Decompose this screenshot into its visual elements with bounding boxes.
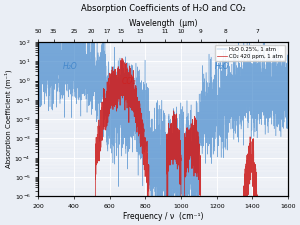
X-axis label: Wavelength  (μm): Wavelength (μm) xyxy=(129,20,197,29)
CO₂ 420 ppm, 1 atm xyxy=(120,57,124,60)
H₂O 0.25%, 1 atm xyxy=(223,83,226,86)
Line: H₂O 0.25%, 1 atm: H₂O 0.25%, 1 atm xyxy=(38,36,288,216)
H₂O 0.25%, 1 atm xyxy=(132,101,136,104)
H₂O 0.25%, 1 atm xyxy=(149,214,153,217)
Text: CO₂: CO₂ xyxy=(122,77,136,86)
Text: H₂O: H₂O xyxy=(63,62,78,71)
Legend: H₂O 0.25%, 1 atm, CO₂ 420 ppm, 1 atm: H₂O 0.25%, 1 atm, CO₂ 420 ppm, 1 atm xyxy=(215,45,285,61)
CO₂ 420 ppm, 1 atm xyxy=(242,186,245,189)
CO₂ 420 ppm, 1 atm xyxy=(186,143,190,145)
H₂O 0.25%, 1 atm xyxy=(82,61,85,64)
Title: Absorption Coefficients of H₂O and CO₂: Absorption Coefficients of H₂O and CO₂ xyxy=(81,4,245,13)
X-axis label: Frequency / ν  (cm⁻¹): Frequency / ν (cm⁻¹) xyxy=(123,212,203,221)
Line: CO₂ 420 ppm, 1 atm: CO₂ 420 ppm, 1 atm xyxy=(38,58,288,225)
H₂O 0.25%, 1 atm xyxy=(186,149,190,152)
H₂O 0.25%, 1 atm xyxy=(242,71,246,74)
H₂O 0.25%, 1 atm xyxy=(286,88,290,91)
H₂O 0.25%, 1 atm xyxy=(37,35,40,37)
CO₂ 420 ppm, 1 atm xyxy=(132,100,136,103)
Y-axis label: Absorption Coefficient (m⁻¹): Absorption Coefficient (m⁻¹) xyxy=(4,70,12,169)
H₂O 0.25%, 1 atm xyxy=(199,132,202,134)
Text: H₂O: H₂O xyxy=(215,62,230,71)
H₂O 0.25%, 1 atm xyxy=(37,66,40,69)
